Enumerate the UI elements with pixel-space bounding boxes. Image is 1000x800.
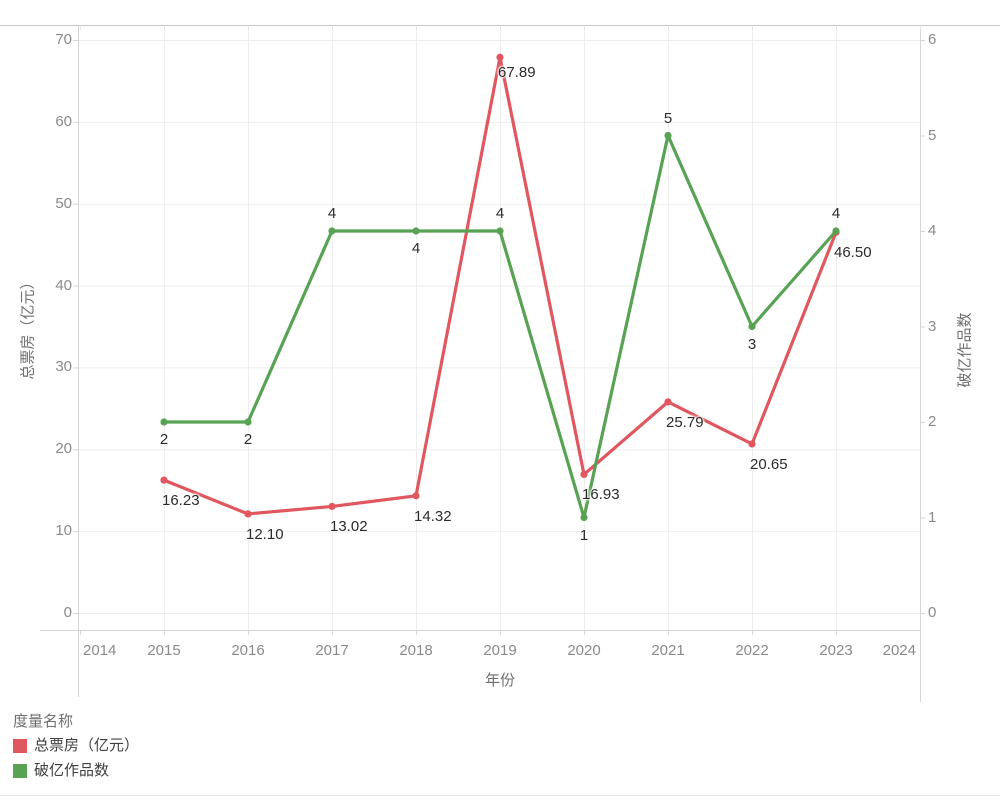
x-tick-label: 2019 [483,642,517,659]
x-tick-label: 2020 [567,642,601,659]
data-label: 20.65 [750,455,788,473]
left-y-tick-label: 50 [55,194,72,212]
x-tick-label: 2015 [147,642,181,659]
data-point-marker[interactable] [832,227,840,235]
data-label: 4 [327,205,337,222]
data-label: 2 [243,431,253,448]
data-point-marker[interactable] [580,513,588,522]
data-label: 25.79 [666,413,704,431]
right-y-tick-label: 1 [928,508,937,526]
data-point-marker[interactable] [664,398,672,406]
data-point-marker[interactable] [244,510,252,518]
data-point-marker[interactable] [580,470,588,479]
data-point-marker[interactable] [412,492,420,500]
x-tick-label: 2024 [882,642,916,659]
x-tick-label: 2022 [735,642,769,659]
right-y-tick-label: 2 [928,413,937,430]
data-point-marker[interactable] [328,502,336,511]
x-tick-label: 2017 [315,642,349,659]
data-label: 67.89 [498,64,536,82]
data-point-marker[interactable] [160,476,168,484]
x-tick-label: 2014 [83,642,117,659]
left-y-tick-label: 70 [55,31,72,48]
left-y-tick-label: 40 [55,276,72,294]
bottom-divider [0,795,1000,796]
left-y-axis-title: 总票房（亿元） [19,274,37,380]
data-point-marker[interactable] [496,227,504,235]
left-y-tick-label: 20 [55,440,72,458]
data-label: 13.02 [330,518,368,536]
right-y-tick-label: 6 [928,31,937,48]
data-label: 46.50 [834,244,872,262]
data-label: 3 [747,335,757,353]
left-y-tick-label: 0 [63,604,72,621]
x-tick-label: 2016 [231,642,265,659]
data-label: 12.10 [246,525,284,543]
right-y-tick-label: 5 [928,126,937,144]
data-label: 16.93 [582,486,620,504]
data-point-marker[interactable] [160,418,168,426]
legend: 度量名称 总票房（亿元） 破亿作品数 [13,712,139,787]
data-label: 2 [159,431,169,448]
x-axis-title: 年份 [484,672,516,689]
data-label: 4 [495,205,505,222]
x-tick-label: 2023 [819,642,853,659]
left-y-tick-label: 60 [55,112,72,130]
data-label: 16.23 [162,492,200,510]
legend-title: 度量名称 [13,713,74,730]
data-point-marker[interactable] [748,440,756,448]
x-tick-label: 2018 [399,642,433,659]
data-label: 14.32 [414,507,452,525]
data-label: 1 [579,526,589,544]
left-y-tick-label: 30 [55,358,72,376]
data-point-marker[interactable] [244,418,252,426]
legend-item-label: 总票房（亿元） [34,737,140,754]
data-label: 5 [663,109,673,127]
data-label: 4 [831,205,841,222]
right-y-tick-label: 3 [928,317,937,335]
data-point-marker[interactable] [664,131,672,140]
right-y-tick-label: 0 [928,604,937,621]
left-y-tick-label: 10 [55,522,72,540]
legend-item-label: 破亿作品数 [34,762,110,779]
data-label: 4 [411,240,421,257]
right-y-tick-label: 4 [928,222,937,239]
data-point-marker[interactable] [748,322,756,331]
data-point-marker[interactable] [496,53,504,61]
data-point-marker[interactable] [412,227,420,235]
right-y-axis-title: 破亿作品数 [956,312,974,388]
legend-swatch-green [13,764,27,778]
legend-item-works-over-100m[interactable]: 破亿作品数 [13,762,139,780]
x-tick-label: 2021 [651,642,685,659]
legend-item-total-box-office[interactable]: 总票房（亿元） [13,737,139,755]
legend-swatch-red [13,739,27,753]
data-point-marker[interactable] [328,227,336,235]
